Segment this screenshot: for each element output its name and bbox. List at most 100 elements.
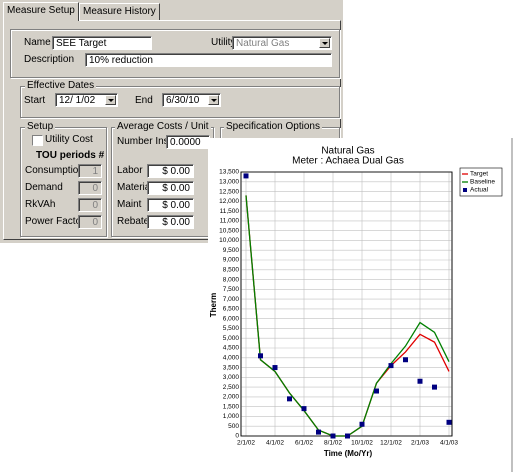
date-value: 12/ 1/02 <box>59 95 96 106</box>
input[interactable]: 1 <box>78 164 102 178</box>
x-axis-label: Time (Mo/Yr) <box>324 449 373 458</box>
tab[interactable]: Measure History <box>79 3 160 21</box>
y-tick-label: 4,500 <box>223 345 240 352</box>
label: Material <box>117 182 153 193</box>
data-point <box>417 378 423 384</box>
label: Utility <box>211 37 236 48</box>
legend-label: Actual <box>470 187 489 194</box>
y-tick-label: 1,000 <box>223 413 240 420</box>
y-tick-label: 4,000 <box>223 354 240 361</box>
data-point <box>388 363 394 369</box>
input[interactable]: 0 <box>78 181 102 195</box>
y-tick-label: 7,000 <box>223 296 240 303</box>
label: Number Inst. <box>117 136 175 147</box>
chart-subtitle: Meter : Achaea Dual Gas <box>292 156 404 167</box>
y-tick-label: 8,500 <box>223 266 240 273</box>
utility-select[interactable]: Natural Gas <box>232 36 332 50</box>
label: Power Factor <box>25 216 85 227</box>
data-point <box>330 433 336 439</box>
y-tick-label: 10,000 <box>219 237 239 244</box>
dropdown-button[interactable] <box>105 95 116 105</box>
y-tick-label: 9,500 <box>223 247 240 254</box>
x-tick-label: 4/1/03 <box>440 440 458 447</box>
input[interactable]: $ 0.00 <box>147 181 194 195</box>
label: Name <box>24 37 51 48</box>
input[interactable]: $ 0.00 <box>147 164 194 178</box>
label: Description <box>24 54 75 65</box>
data-point <box>301 406 307 412</box>
name-input[interactable]: SEE Target <box>52 36 152 50</box>
group-box <box>10 29 340 78</box>
tab-label[interactable]: Measure Setup <box>7 5 75 16</box>
input[interactable]: 0 <box>78 198 102 212</box>
y-tick-label: 2,500 <box>223 384 240 391</box>
legend-label: Baseline <box>470 179 495 186</box>
y-tick-label: 7,500 <box>223 286 240 293</box>
label: End <box>135 95 153 106</box>
y-tick-label: 12,500 <box>219 188 239 195</box>
y-tick-label: 6,500 <box>223 306 240 313</box>
tab-label[interactable]: Measure History <box>83 6 156 17</box>
group-title: Specification Options <box>224 121 322 132</box>
checkbox[interactable] <box>32 135 43 146</box>
label: Labor <box>117 165 143 176</box>
y-tick-label: 12,000 <box>219 198 239 205</box>
select-value: Natural Gas <box>236 38 290 49</box>
input[interactable]: $ 0.00 <box>147 198 194 212</box>
data-point <box>359 421 365 427</box>
group-title: Average Costs / Unit <box>115 121 211 132</box>
x-tick-label: 6/1/02 <box>295 440 313 447</box>
y-tick-label: 3,500 <box>223 364 240 371</box>
data-point <box>272 365 278 371</box>
x-tick-label: 2/1/02 <box>237 440 255 447</box>
x-tick-label: 10/1/02 <box>351 440 373 447</box>
y-tick-label: 11,500 <box>220 208 240 215</box>
data-point <box>287 396 292 402</box>
input[interactable]: $ 0.00 <box>147 215 194 229</box>
dropdown-button[interactable] <box>319 38 330 48</box>
dropdown-button[interactable] <box>208 95 219 105</box>
x-tick-label: 12/1/02 <box>380 440 402 447</box>
x-tick-label: 2/1/03 <box>411 440 429 447</box>
y-tick-label: 5,500 <box>223 325 240 332</box>
tab-active[interactable]: Measure Setup <box>3 2 79 21</box>
tab-panel <box>3 20 341 240</box>
label: Rebate <box>117 216 150 227</box>
input[interactable]: 0.0000 <box>166 135 210 149</box>
data-point <box>345 433 350 439</box>
label: Start <box>24 95 46 106</box>
legend-swatch <box>463 188 467 192</box>
chart-title: Natural Gas <box>321 146 374 157</box>
y-tick-label: 10,500 <box>219 227 239 234</box>
y-tick-label: 8,000 <box>223 276 240 283</box>
data-point <box>374 388 379 394</box>
y-tick-label: 2,000 <box>223 394 240 401</box>
description-input[interactable]: 10% reduction <box>85 53 332 67</box>
start-date[interactable]: 12/ 1/02 <box>55 93 118 107</box>
chart-window: Natural Gas Meter : Achaea Dual Gas Ther… <box>208 138 513 472</box>
data-point <box>432 384 437 390</box>
y-tick-label: 0 <box>235 433 239 440</box>
y-tick-label: 3,000 <box>223 374 240 381</box>
group-box <box>20 86 340 118</box>
input[interactable]: 0 <box>78 215 102 229</box>
y-tick-label: 5,000 <box>223 335 240 342</box>
group-title: Setup <box>25 121 56 132</box>
data-point <box>243 173 249 179</box>
x-tick-label: 8/1/02 <box>324 440 342 447</box>
group-title: Effective Dates <box>25 80 97 91</box>
data-point <box>446 419 452 425</box>
data-point <box>316 429 321 435</box>
end-date[interactable]: 6/30/10 <box>162 93 221 107</box>
label: TOU periods # <box>36 150 105 161</box>
y-tick-label: 6,000 <box>223 315 240 322</box>
checkbox-label[interactable]: Utility Cost <box>45 134 93 145</box>
y-tick-label: 1,500 <box>223 403 240 410</box>
y-axis-label: Therm <box>209 293 218 317</box>
data-point <box>403 357 408 363</box>
legend-label: Target <box>470 171 488 178</box>
label: Consumption <box>25 165 84 176</box>
data-point <box>258 353 263 359</box>
y-tick-label: 13,500 <box>219 169 239 176</box>
